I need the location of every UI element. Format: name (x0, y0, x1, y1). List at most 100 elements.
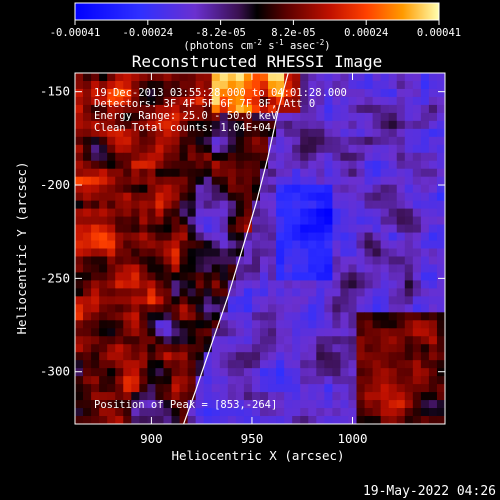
heatmap-cell (284, 96, 293, 106)
heatmap-cell (412, 232, 422, 241)
heatmap-cell (412, 360, 422, 369)
heatmap-cell (235, 144, 245, 154)
heatmap-cell (251, 136, 261, 146)
heatmap-cell (155, 176, 164, 186)
heatmap-cell (420, 376, 430, 385)
heatmap-cell (251, 416, 261, 424)
heatmap-cell (396, 416, 406, 424)
heatmap-cell (235, 320, 245, 329)
colorbar-tick-label: 8.2e-05 (271, 27, 315, 39)
heatmap-cell (276, 408, 285, 417)
heatmap-cell (123, 416, 132, 424)
heatmap-cell (163, 384, 172, 393)
heatmap-cell (316, 240, 325, 249)
heatmap-cell (115, 152, 124, 162)
heatmap-cell (372, 272, 382, 281)
heatmap-cell (300, 392, 309, 401)
heatmap-cell (155, 336, 164, 345)
heatmap-cell (284, 248, 293, 257)
heatmap-cell (332, 280, 341, 289)
heatmap-cell (107, 256, 116, 265)
heatmap-cell (268, 144, 277, 154)
heatmap-cell (219, 376, 229, 385)
heatmap-cell (171, 160, 180, 170)
heatmap-cell (292, 120, 301, 130)
heatmap-cell (348, 88, 357, 98)
heatmap-cell (243, 336, 253, 345)
heatmap-cell (388, 200, 398, 210)
heatmap-cell (292, 240, 301, 249)
heatmap-cell (107, 312, 116, 321)
heatmap-cell (75, 280, 84, 289)
heatmap-cell (163, 376, 172, 385)
heatmap-cell (147, 360, 156, 369)
heatmap-cell (147, 112, 156, 122)
heatmap-cell (115, 200, 124, 210)
heatmap-cell (211, 376, 221, 385)
heatmap-cell (187, 288, 197, 297)
heatmap-cell (131, 416, 140, 424)
heatmap-cell (195, 408, 205, 417)
heatmap-cell (284, 408, 293, 417)
heatmap-cell (99, 368, 108, 377)
heatmap-cell (396, 216, 406, 225)
heatmap-cell (171, 216, 180, 225)
heatmap-cell (83, 200, 92, 210)
heatmap-cell (284, 73, 293, 82)
heatmap-cell (251, 112, 261, 122)
heatmap-cell (107, 352, 116, 361)
heatmap-cell (412, 352, 422, 361)
heatmap-cell (412, 160, 422, 170)
heatmap-cell (372, 304, 382, 313)
heatmap-cell (340, 73, 349, 82)
heatmap-cell (163, 232, 172, 241)
heatmap-cell (155, 96, 164, 106)
heatmap-cell (348, 160, 357, 170)
heatmap-cell (412, 208, 422, 217)
heatmap-cell (131, 264, 140, 273)
heatmap-cell (107, 416, 116, 424)
heatmap-cell (284, 336, 293, 345)
heatmap-cell (91, 400, 100, 409)
heatmap-cell (83, 264, 92, 273)
heatmap-cell (155, 184, 164, 194)
heatmap-cell (123, 224, 132, 233)
heatmap-cell (348, 208, 357, 217)
heatmap-cell (115, 360, 124, 369)
heatmap-cell (219, 224, 229, 233)
heatmap-cell (428, 384, 438, 393)
heatmap-cell (203, 176, 213, 186)
heatmap-cell (324, 264, 333, 273)
heatmap-cell (388, 280, 398, 289)
heatmap-cell (163, 208, 172, 217)
heatmap-cell (324, 232, 333, 241)
heatmap-cell (83, 288, 92, 297)
heatmap-cell (412, 328, 422, 337)
heatmap-cell (332, 200, 341, 210)
heatmap-cell (195, 312, 205, 321)
heatmap-cell (260, 216, 269, 225)
heatmap-cell (348, 376, 357, 385)
heatmap-cell (139, 208, 148, 217)
heatmap-cell (179, 280, 189, 289)
heatmap-cell (243, 168, 253, 178)
heatmap-cell (187, 152, 197, 162)
heatmap-cell (139, 144, 148, 154)
heatmap-cell (388, 296, 398, 305)
heatmap-cell (83, 304, 92, 313)
heatmap-cell (211, 96, 221, 106)
heatmap-cell (83, 73, 92, 82)
heatmap-cell (420, 312, 430, 321)
heatmap-cell (155, 248, 164, 257)
heatmap-cell (171, 224, 180, 233)
heatmap-cell (219, 208, 229, 217)
heatmap-cell (75, 112, 84, 122)
heatmap-cell (251, 408, 261, 417)
heatmap-cell (163, 272, 172, 281)
heatmap-cell (364, 104, 374, 114)
heatmap-cell (227, 224, 237, 233)
heatmap-cell (163, 336, 172, 345)
heatmap-cell (147, 200, 156, 210)
heatmap-cell (428, 192, 438, 202)
heatmap-cell (412, 112, 422, 122)
